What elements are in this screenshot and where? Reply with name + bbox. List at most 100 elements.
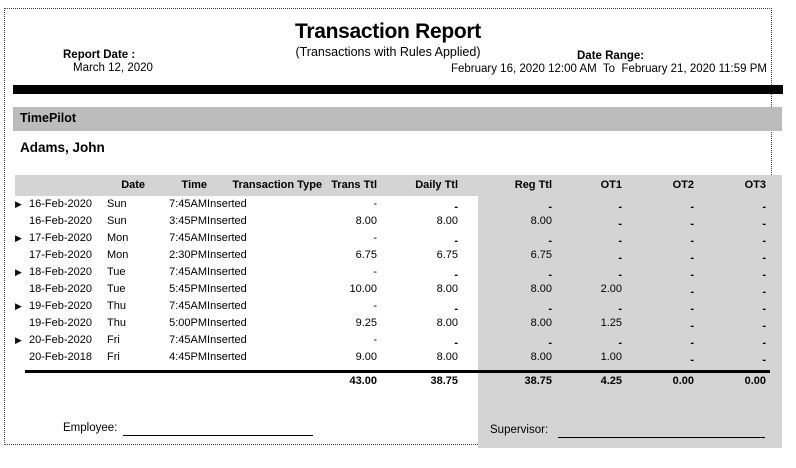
- cell-reg-ttl: 8.00: [530, 215, 553, 227]
- row-marker-empty: [15, 315, 29, 332]
- table-row: ▶ 20-Feb-2020 Fri 7:45AM Inserted - - - - - -: [15, 332, 782, 349]
- cell-ot3: -: [762, 320, 767, 332]
- cell-trans-ttl: -: [373, 198, 378, 210]
- cell-daily-ttl: 8.00: [436, 215, 459, 227]
- row-marker-icon: ▶: [15, 335, 22, 345]
- cell-ot2: -: [690, 218, 695, 230]
- employee-name: Adams, John: [20, 140, 105, 155]
- cell-daily-ttl: -: [454, 337, 459, 349]
- table-header-row: Date Time Transaction Type Trans Ttl Dai…: [15, 175, 782, 196]
- page-subtitle: (Transactions with Rules Applied): [295, 45, 481, 59]
- cell-day: Mon: [107, 249, 129, 261]
- cell-trans-ttl: 9.00: [355, 351, 378, 363]
- row-marker-empty: [15, 349, 29, 366]
- cell-ot2: -: [690, 320, 695, 332]
- column-header-time: Time: [181, 179, 208, 191]
- totals-spacer: [15, 372, 322, 390]
- cell-daily-ttl: -: [454, 303, 459, 315]
- cell-reg-ttl: 8.00: [530, 317, 553, 329]
- cell-transaction-type: Inserted: [207, 266, 247, 278]
- cell-trans-ttl: -: [373, 232, 378, 244]
- cell-date: 18-Feb-2020: [29, 266, 92, 278]
- cell-ot2: -: [690, 252, 695, 264]
- column-header-ot3: OT3: [744, 179, 767, 191]
- transaction-table: Date Time Transaction Type Trans Ttl Dai…: [15, 175, 782, 390]
- cell-ot2: -: [690, 354, 695, 366]
- cell-daily-ttl: 8.00: [436, 317, 459, 329]
- cell-ot3: -: [762, 269, 767, 281]
- cell-spacer: [766, 298, 782, 315]
- cell-spacer: [766, 247, 782, 264]
- cell-trans-ttl: 8.00: [355, 215, 378, 227]
- cell-reg-ttl: -: [548, 201, 553, 213]
- table-row: ▶ 17-Feb-2020 Mon 7:45AM Inserted - - - - - -: [15, 230, 782, 247]
- column-header-spacer: [766, 175, 782, 196]
- cell-spacer: [766, 349, 782, 366]
- total-ot3: 0.00: [744, 375, 767, 387]
- cell-spacer: [766, 264, 782, 281]
- cell-ot3: -: [762, 354, 767, 366]
- cell-date: 19-Feb-2020: [29, 300, 92, 312]
- cell-trans-ttl: 6.75: [355, 249, 378, 261]
- column-header-transaction-type: Transaction Type: [232, 179, 323, 191]
- row-marker-icon: ▶: [15, 267, 22, 277]
- cell-date: 17-Feb-2020: [29, 232, 92, 244]
- cell-reg-ttl: -: [548, 269, 553, 281]
- cell-date: 19-Feb-2020: [29, 317, 92, 329]
- cell-daily-ttl: -: [454, 235, 459, 247]
- total-reg-ttl: 38.75: [524, 375, 553, 387]
- cell-transaction-type: Inserted: [207, 334, 247, 346]
- cell-ot2: -: [690, 235, 695, 247]
- cell-transaction-type: Inserted: [207, 215, 247, 227]
- cell-date: 18-Feb-2020: [29, 283, 92, 295]
- column-header-date: Date: [121, 179, 146, 191]
- total-trans-ttl: 43.00: [349, 375, 378, 387]
- cell-spacer: [766, 315, 782, 332]
- cell-date: 20-Feb-2020: [29, 334, 92, 346]
- cell-ot3: -: [762, 303, 767, 315]
- cell-spacer: [766, 213, 782, 230]
- cell-trans-ttl: -: [373, 266, 378, 278]
- cell-time: 7:45AM: [169, 232, 208, 244]
- cell-ot1: -: [618, 269, 623, 281]
- cell-ot3: -: [762, 201, 767, 213]
- cell-spacer: [766, 332, 782, 349]
- report-date-label: Report Date :: [63, 49, 136, 61]
- cell-transaction-type: Inserted: [207, 198, 247, 210]
- cell-day: Fri: [107, 351, 120, 363]
- cell-ot2: -: [690, 201, 695, 213]
- cell-daily-ttl: 6.75: [436, 249, 459, 261]
- totals-end-spacer: [766, 372, 782, 390]
- cell-transaction-type: Inserted: [207, 351, 247, 363]
- cell-ot3: -: [762, 337, 767, 349]
- cell-ot2: -: [690, 269, 695, 281]
- cell-transaction-type: Inserted: [207, 283, 247, 295]
- cell-time: 4:45PM: [169, 351, 208, 363]
- cell-spacer: [766, 230, 782, 247]
- table-row: 17-Feb-2020 Mon 2:30PM Inserted 6.75 6.75 6.75…: [15, 247, 782, 264]
- cell-ot2: -: [690, 337, 695, 349]
- table-row: 16-Feb-2020 Sun 3:45PM Inserted 8.00 8.00 8.00…: [15, 213, 782, 230]
- company-band: TimePilot: [13, 107, 782, 131]
- cell-ot2: -: [690, 286, 695, 298]
- row-marker-empty: [15, 281, 29, 298]
- cell-daily-ttl: 8.00: [436, 283, 459, 295]
- cell-date: 17-Feb-2020: [29, 249, 92, 261]
- cell-date: 16-Feb-2020: [29, 215, 92, 227]
- table-row: ▶ 19-Feb-2020 Thu 7:45AM Inserted - - - - - -: [15, 298, 782, 315]
- company-name: TimePilot: [20, 111, 77, 125]
- cell-ot1: -: [618, 337, 623, 349]
- cell-ot3: -: [762, 218, 767, 230]
- row-marker-empty: [15, 213, 29, 230]
- cell-ot1: -: [618, 218, 623, 230]
- cell-date: 16-Feb-2020: [29, 198, 92, 210]
- transaction-rows: ▶ 16-Feb-2020 Sun 7:45AM Inserted - - - - - -16-Fe…: [15, 196, 782, 366]
- cell-ot1: -: [618, 252, 623, 264]
- table-row: 18-Feb-2020 Tue 5:45PM Inserted 10.00 8.00 8.0…: [15, 281, 782, 298]
- table-row: 20-Feb-2018 Fri 4:45PM Inserted 9.00 8.00 8.00…: [15, 349, 782, 366]
- cell-day: Fri: [107, 334, 120, 346]
- column-header-ot1: OT1: [600, 179, 623, 191]
- header-divider-bar: [13, 85, 783, 94]
- column-header-ot2: OT2: [672, 179, 695, 191]
